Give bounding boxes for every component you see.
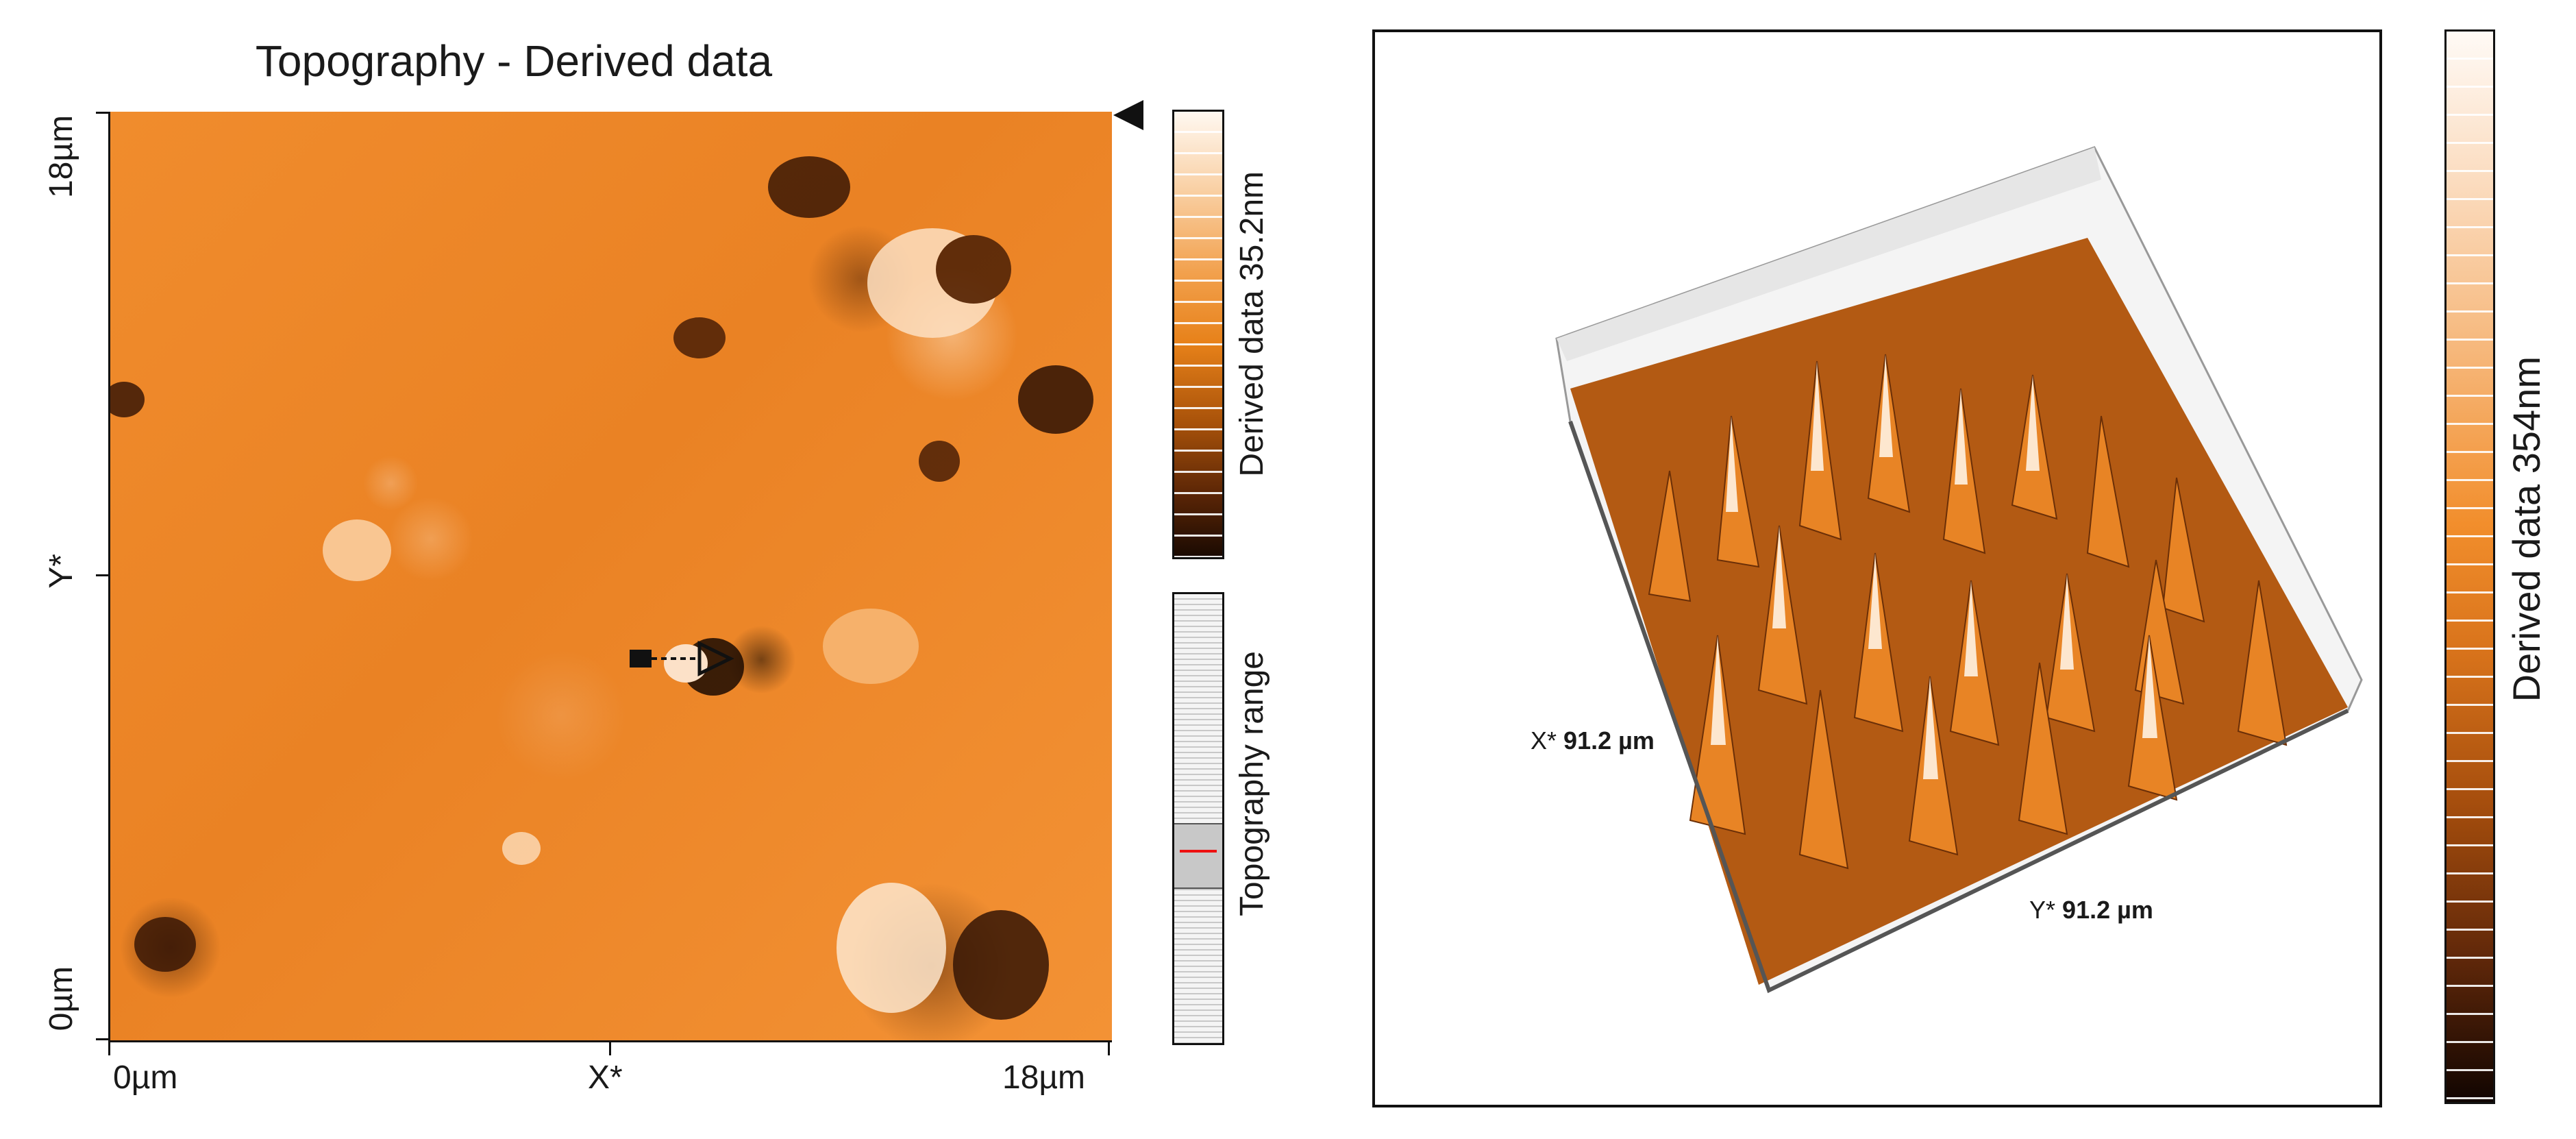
y-tick-top xyxy=(96,112,108,114)
range-marker xyxy=(1180,850,1217,853)
y-axis-3d-label: Y* 91.2 µm xyxy=(2029,896,2153,924)
x-axis-label: X* xyxy=(588,1060,623,1096)
y-tick-label-bottom: 0µm xyxy=(43,966,79,1031)
y-axis-label: Y* xyxy=(43,554,79,589)
colorbar-3d-label: Derived data 354nm xyxy=(2505,356,2548,702)
pointer-icon[interactable] xyxy=(1113,100,1143,130)
x-axis-3d-label: X* 91.2 µm xyxy=(1531,726,1655,755)
colorbar-3d xyxy=(2444,29,2495,1104)
y-tick-bottom xyxy=(96,1038,108,1040)
topography-map xyxy=(108,112,1112,1042)
surface-3d-panel: X* 91.2 µm Y* 91.2 µm xyxy=(1372,29,2382,1107)
range-window[interactable] xyxy=(1174,823,1222,889)
range-label: Topography range xyxy=(1234,651,1270,916)
x-tick-mid xyxy=(609,1040,611,1055)
y-axis-3d-value: 91.2 µm xyxy=(2062,896,2153,924)
colorbar-label: Derived data 35.2nm xyxy=(1234,171,1270,477)
x-tick-label-right: 18µm xyxy=(1002,1060,1086,1096)
y-tick-mid xyxy=(96,574,108,576)
y-axis-3d-name: Y* xyxy=(2029,896,2056,924)
map-title: Topography - Derived data xyxy=(255,36,773,86)
x-tick-left xyxy=(108,1040,110,1055)
colorbar-derived xyxy=(1172,110,1224,559)
x-axis-3d-name: X* xyxy=(1531,726,1557,755)
x-tick-label-left: 0µm xyxy=(113,1060,178,1096)
y-tick-label-top: 18µm xyxy=(43,115,79,199)
x-axis-3d-value: 91.2 µm xyxy=(1563,726,1655,755)
topography-range-bar[interactable] xyxy=(1172,592,1224,1045)
x-tick-right xyxy=(1108,1040,1110,1055)
